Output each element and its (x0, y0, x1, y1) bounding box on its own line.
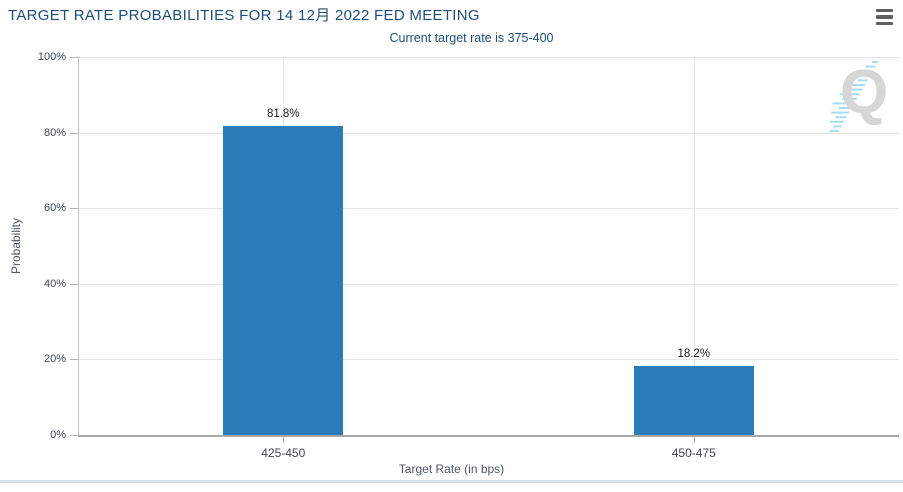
y-axis-title: Probability (9, 217, 23, 275)
x-axis-line (78, 435, 899, 437)
x-axis-label: 425-450 (261, 446, 306, 460)
horizontal-gridline (78, 132, 899, 134)
horizontal-gridline (78, 57, 899, 58)
watermark-dashes-icon (829, 61, 878, 132)
y-axis-tick (70, 132, 78, 134)
page-title: TARGET RATE PROBABILITIES FOR 14 12月 202… (8, 7, 480, 24)
chart-subtitle: Current target rate is 375-400 (389, 31, 554, 45)
hamburger-bar (876, 15, 893, 19)
y-axis-label: 60% (43, 202, 66, 215)
y-axis-tick (70, 57, 78, 58)
y-axis-tick (70, 435, 78, 436)
y-axis-label: 0% (50, 429, 66, 441)
hamburger-menu-icon[interactable] (876, 8, 894, 26)
y-axis-tick (70, 208, 78, 210)
y-axis-line (78, 57, 79, 435)
watermark-q-icon: Q (840, 58, 889, 127)
y-axis-label: 40% (43, 277, 66, 290)
x-axis-label: 450-475 (671, 446, 716, 460)
quikstrike-watermark-logo: Q (806, 56, 901, 136)
x-axis-tick (283, 436, 285, 443)
probability-bar[interactable] (633, 366, 754, 435)
horizontal-gridline (78, 208, 899, 210)
y-axis-tick (70, 283, 78, 285)
x-axis-title: Target Rate (in bps) (398, 462, 505, 476)
bar-value-label: 81.8% (266, 107, 300, 120)
bar-value-label: 18.2% (677, 348, 711, 361)
horizontal-gridline (78, 359, 899, 361)
y-axis-label: 100% (37, 51, 66, 63)
hamburger-bar (876, 21, 893, 26)
hamburger-bar (876, 8, 893, 13)
vertical-gridline (693, 57, 695, 435)
bottom-divider (0, 480, 903, 483)
y-axis-tick (70, 359, 78, 361)
x-axis-tick (693, 436, 695, 443)
y-axis-label: 20% (43, 353, 66, 366)
horizontal-gridline (78, 283, 899, 285)
probability-bar[interactable] (223, 125, 344, 435)
y-axis-label: 80% (43, 126, 66, 139)
